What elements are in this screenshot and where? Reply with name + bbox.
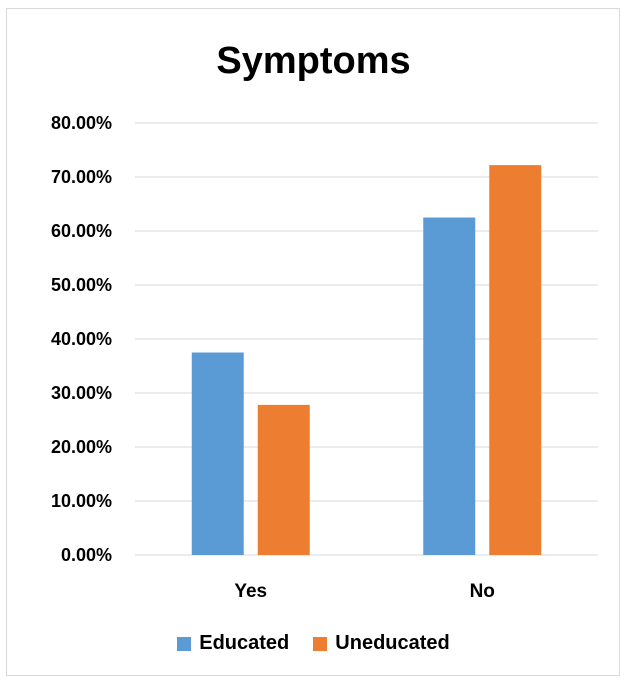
y-tick-label: 60.00% (51, 221, 112, 241)
legend-item-uneducated: Uneducated (313, 632, 450, 655)
y-tick-label: 70.00% (51, 167, 112, 187)
legend-label-educated: Educated (199, 632, 290, 654)
y-tick-label: 10.00% (51, 491, 112, 511)
y-tick-label: 0.00% (61, 545, 112, 565)
y-tick-label: 40.00% (51, 329, 112, 349)
bars (191, 165, 542, 555)
y-tick-label: 30.00% (51, 383, 112, 403)
legend-item-educated: Educated (177, 632, 289, 655)
bar-uneducated-no (489, 165, 542, 555)
y-tick-label: 20.00% (51, 437, 112, 457)
bar-educated-yes (191, 352, 244, 555)
chart-title: Symptoms (216, 40, 411, 82)
legend-label-uneducated: Uneducated (335, 632, 450, 654)
y-tick-label: 50.00% (51, 275, 112, 295)
x-tick-label-no: No (470, 581, 495, 602)
bar-educated-no (423, 217, 476, 555)
x-tick-label-yes: Yes (234, 581, 267, 602)
legend-swatch-educated (177, 636, 192, 651)
y-tick-label: 80.00% (51, 113, 112, 133)
legend: Educated Uneducated (0, 632, 627, 655)
x-axis-ticks: Yes No (234, 581, 495, 602)
legend-swatch-uneducated (313, 636, 328, 651)
y-axis-ticks: 0.00% 10.00% 20.00% 30.00% 40.00% 50.00% 60.00… (51, 113, 112, 565)
bar-uneducated-yes (257, 404, 310, 555)
